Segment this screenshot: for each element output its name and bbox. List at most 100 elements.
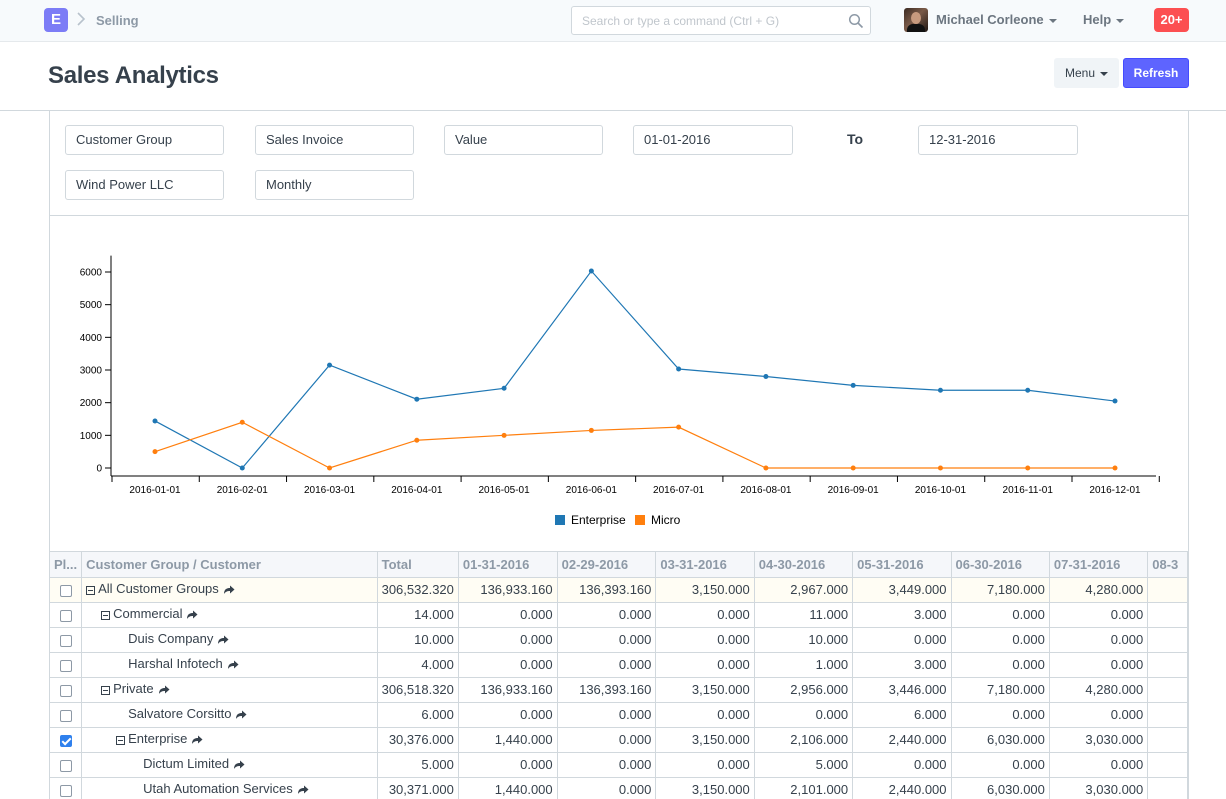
data-point	[937, 387, 943, 393]
share-arrow-icon[interactable]	[233, 758, 245, 773]
table-row[interactable]: All Customer Groups 306,532.320 136,933.16…	[50, 577, 1188, 603]
column-header[interactable]: 01-31-2016	[458, 552, 558, 578]
collapse-toggle-icon[interactable]	[101, 685, 111, 695]
search-input[interactable]	[572, 7, 842, 34]
value-qty-select[interactable]: Value	[444, 125, 603, 155]
column-header[interactable]: 06-30-2016	[951, 552, 1050, 578]
tree-type-select[interactable]: Customer Group	[65, 125, 224, 155]
x-tick-label: 2016-08-01	[740, 485, 792, 496]
row-checkbox[interactable]	[59, 684, 72, 697]
column-header[interactable]: 02-29-2016	[557, 552, 657, 578]
from-date-input[interactable]: 01-01-2016	[633, 125, 793, 155]
table-row[interactable]: Utah Automation Services 30,371.000 1,440.…	[50, 777, 1188, 799]
collapse-toggle-icon[interactable]	[116, 735, 126, 745]
company-select[interactable]: Wind Power LLC	[65, 170, 224, 200]
column-header[interactable]: Customer Group / Customer	[81, 552, 378, 578]
value-cell: 4,280.000	[1049, 577, 1149, 603]
legend-label: Micro	[651, 513, 681, 527]
row-checkbox[interactable]	[59, 609, 72, 622]
share-arrow-icon[interactable]	[235, 708, 247, 723]
range-select[interactable]: Monthly	[255, 170, 414, 200]
row-checkbox[interactable]	[59, 784, 72, 797]
value-cell: 2,101.000	[754, 777, 854, 799]
chevron-right-icon	[76, 11, 86, 30]
y-tick-label: 1000	[80, 431, 103, 442]
value-cell: 0.000	[557, 627, 657, 653]
share-arrow-icon[interactable]	[186, 608, 198, 623]
table-row[interactable]: Commercial 14.000 0.000 0.000 0.000 11.000 3.0…	[50, 602, 1188, 628]
row-checkbox[interactable]	[59, 709, 72, 722]
user-menu[interactable]: Michael Corleone	[936, 12, 1057, 27]
value-cell: 14.000	[377, 602, 459, 628]
row-checkbox[interactable]	[59, 659, 72, 672]
value-cell: 0.000	[557, 702, 657, 728]
value-cell: 2,440.000	[852, 777, 952, 799]
row-name: Utah Automation Services	[143, 781, 293, 797]
table-row[interactable]: Salvatore Corsitto 6.000 0.000 0.000 0.000 0.…	[50, 702, 1188, 728]
data-point	[327, 465, 333, 471]
row-checkbox[interactable]	[59, 584, 72, 597]
data-point	[1112, 398, 1118, 404]
column-header[interactable]: 05-31-2016	[852, 552, 952, 578]
x-tick-label: 2016-07-01	[653, 485, 705, 496]
column-header[interactable]: 07-31-2016	[1049, 552, 1149, 578]
awesome-bar	[571, 6, 871, 35]
table-row[interactable]: Enterprise 30,376.000 1,440.000 0.000 3,150.…	[50, 727, 1188, 753]
column-header[interactable]: 04-30-2016	[754, 552, 854, 578]
avatar[interactable]	[904, 8, 928, 32]
table-row[interactable]: Private 306,518.320 136,933.160 136,393.160…	[50, 677, 1188, 703]
share-arrow-icon[interactable]	[158, 683, 170, 698]
value-cell: 0.000	[1049, 702, 1149, 728]
share-arrow-icon[interactable]	[223, 583, 235, 598]
column-header[interactable]: 03-31-2016	[655, 552, 755, 578]
value-cell: 3,030.000	[1049, 777, 1149, 799]
data-point	[676, 424, 682, 430]
value-cell: 1,440.000	[458, 777, 558, 799]
value-cell: 0.000	[655, 602, 755, 628]
data-point	[327, 362, 333, 368]
table-row[interactable]: Duis Company 10.000 0.000 0.000 0.000 10.000 0…	[50, 627, 1188, 653]
y-tick-label: 0	[96, 464, 102, 475]
value-cell: 0.000	[557, 752, 657, 778]
share-arrow-icon[interactable]	[191, 733, 203, 748]
row-checkbox[interactable]	[59, 634, 72, 647]
collapse-toggle-icon[interactable]	[101, 610, 111, 620]
column-header[interactable]: Total	[377, 552, 459, 578]
data-point	[850, 465, 856, 471]
doc-type-select[interactable]: Sales Invoice	[255, 125, 414, 155]
table-header-row: Pl... Customer Group / Customer Total 01-31…	[50, 552, 1188, 578]
table-row[interactable]: Dictum Limited 5.000 0.000 0.000 0.000 5.000 0…	[50, 752, 1188, 778]
table-row[interactable]: Harshal Infotech 4.000 0.000 0.000 0.000 1.00…	[50, 652, 1188, 678]
value-cell: 3,449.000	[852, 577, 952, 603]
share-arrow-icon[interactable]	[217, 633, 229, 648]
value-cell: 1.000	[754, 652, 854, 678]
value-cell: 0.000	[951, 627, 1050, 653]
collapse-toggle-icon[interactable]	[86, 585, 96, 595]
app-logo[interactable]: E	[44, 8, 68, 32]
menu-button[interactable]: Menu	[1054, 58, 1119, 88]
notification-badge[interactable]: 20+	[1154, 8, 1189, 32]
to-date-input[interactable]: 12-31-2016	[918, 125, 1078, 155]
data-point	[501, 385, 507, 391]
row-checkbox[interactable]	[59, 734, 72, 747]
value-cell: 11.000	[754, 602, 854, 628]
row-checkbox[interactable]	[59, 759, 72, 772]
value-cell: 136,933.160	[458, 677, 558, 703]
row-checkbox-cell	[50, 727, 83, 753]
row-name-cell: Commercial	[81, 602, 378, 628]
share-arrow-icon[interactable]	[227, 658, 239, 673]
value-cell: 30,376.000	[377, 727, 459, 753]
caret-down-icon	[1116, 18, 1125, 23]
data-point	[850, 382, 856, 388]
value-cell: 5.000	[377, 752, 459, 778]
share-arrow-icon[interactable]	[297, 783, 309, 798]
help-menu[interactable]: Help	[1083, 12, 1125, 27]
search-icon[interactable]	[848, 13, 864, 29]
breadcrumb-selling[interactable]: Selling	[96, 13, 139, 28]
column-header[interactable]: Pl...	[50, 552, 83, 578]
refresh-button[interactable]: Refresh	[1123, 58, 1189, 88]
value-cell: 10.000	[754, 627, 854, 653]
caret-down-icon	[1048, 18, 1057, 23]
column-header[interactable]: 08-3	[1147, 552, 1188, 578]
value-cell: 0.000	[951, 752, 1050, 778]
